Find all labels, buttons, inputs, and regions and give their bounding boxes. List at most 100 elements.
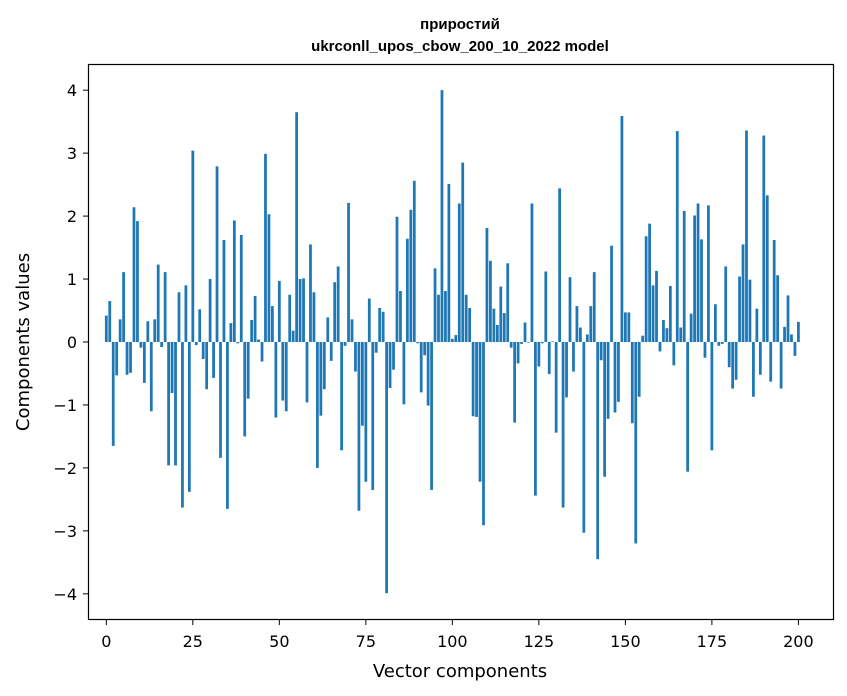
bar — [596, 342, 600, 560]
bar — [606, 342, 610, 419]
bar — [201, 342, 205, 359]
bar — [322, 342, 326, 390]
bar — [752, 342, 755, 397]
y-tick-label: −3 — [53, 522, 77, 541]
bar — [381, 311, 385, 342]
bar — [260, 342, 264, 362]
bar — [502, 313, 506, 342]
bar — [111, 342, 115, 446]
bar — [319, 342, 323, 416]
bar — [187, 342, 191, 492]
bar — [693, 215, 696, 342]
bar — [748, 279, 752, 342]
bar — [450, 338, 454, 342]
bar — [388, 342, 392, 388]
bar — [644, 236, 648, 342]
bar — [305, 342, 309, 403]
bar — [281, 342, 285, 401]
x-axis-label: Vector components — [373, 661, 547, 682]
y-tick-label: 4 — [67, 81, 77, 100]
y-tick-label: −1 — [53, 396, 77, 415]
bar — [679, 327, 683, 342]
bar — [741, 244, 745, 342]
x-tick-label: 0 — [101, 632, 111, 651]
bar — [250, 319, 254, 342]
bar — [267, 214, 271, 342]
bar — [399, 291, 402, 342]
x-tick-label: 200 — [783, 632, 814, 651]
bar — [707, 205, 710, 342]
bar — [416, 342, 420, 344]
bar — [156, 264, 160, 342]
bar — [409, 209, 413, 342]
bar — [565, 342, 568, 398]
bar — [485, 228, 489, 342]
bar — [226, 342, 229, 509]
x-tick-label: 150 — [610, 632, 641, 651]
bar — [132, 207, 136, 342]
bar — [357, 342, 361, 511]
bar — [440, 90, 444, 343]
x-tick-label: 175 — [697, 632, 728, 651]
plot-frame — [87, 63, 835, 621]
bar — [343, 342, 347, 346]
bar — [316, 342, 319, 468]
bar — [430, 342, 433, 490]
bar — [772, 240, 776, 342]
bar — [136, 221, 139, 342]
bar — [703, 342, 707, 358]
bar — [561, 342, 565, 508]
bar — [492, 308, 496, 342]
y-axis-label: Components values — [13, 253, 34, 431]
bar — [530, 203, 534, 342]
x-tick-label: 125 — [524, 632, 555, 651]
bar — [402, 342, 406, 405]
bar — [623, 312, 627, 342]
bar — [572, 342, 575, 372]
bar — [495, 325, 499, 342]
bar — [115, 342, 119, 376]
bar — [125, 342, 129, 375]
bar — [575, 306, 579, 342]
bar — [634, 342, 638, 544]
bar — [655, 270, 658, 342]
bar — [142, 342, 146, 383]
bar — [520, 342, 523, 344]
bar — [783, 326, 786, 342]
bar — [288, 294, 292, 342]
bar — [326, 317, 330, 342]
x-axis-ticks: 0 25 50 75 100 125 150 175 200 — [101, 619, 814, 651]
bar — [648, 223, 651, 342]
bar — [146, 321, 150, 342]
bar — [720, 342, 724, 344]
bar — [478, 342, 482, 482]
bar — [104, 315, 108, 342]
bar — [277, 280, 281, 342]
bar — [786, 295, 790, 342]
bar — [599, 342, 603, 361]
bar — [672, 342, 676, 366]
bar — [295, 112, 299, 342]
bar — [727, 342, 731, 368]
bar — [298, 279, 302, 342]
x-tick-label: 100 — [437, 632, 468, 651]
bar — [181, 342, 184, 508]
bar — [329, 342, 333, 361]
bar — [457, 203, 461, 342]
bar — [776, 275, 780, 342]
bar — [585, 334, 589, 342]
bar — [620, 115, 624, 343]
x-tick-label: 25 — [183, 632, 203, 651]
bar — [364, 342, 368, 482]
bar — [689, 313, 693, 342]
bar — [710, 342, 714, 451]
bar — [232, 220, 236, 342]
bar — [333, 282, 337, 342]
bar — [378, 308, 382, 342]
bar — [129, 342, 132, 373]
bar — [675, 131, 679, 342]
y-tick-label: 2 — [67, 207, 77, 226]
bar — [547, 342, 551, 375]
bar — [537, 342, 541, 367]
bar — [506, 263, 510, 342]
